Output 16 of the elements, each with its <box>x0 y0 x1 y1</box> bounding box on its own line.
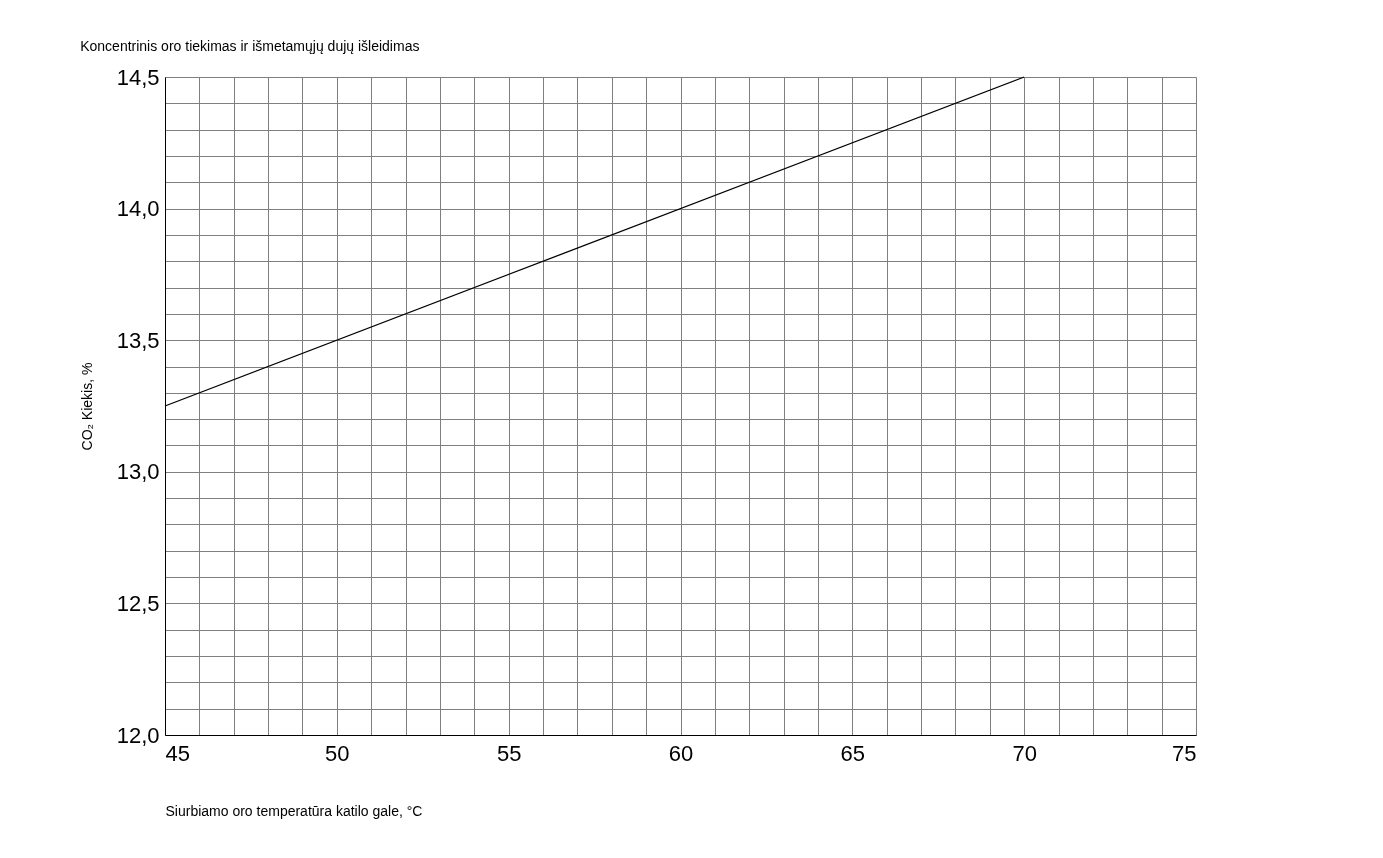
y-tick-label: 12,0 <box>116 722 160 748</box>
y-tick-label: 13,5 <box>116 327 160 353</box>
y-tick-label: 12,5 <box>116 590 160 616</box>
y-tick-label: 14,5 <box>116 64 160 90</box>
y-axis-title: CO₂ Kiekis, % <box>78 362 95 451</box>
x-tick-label: 70 <box>1012 740 1037 766</box>
x-tick-label: 65 <box>840 740 866 766</box>
x-tick-label: 55 <box>496 740 522 766</box>
x-tick-label: 50 <box>325 740 350 766</box>
x-tick-label: 75 <box>1172 740 1197 766</box>
y-tick-label: 13,0 <box>116 459 160 485</box>
chart-title: Koncentrinis oro tiekimas ir išmetamųjų dujų išleidimas <box>80 38 420 54</box>
x-tick-label: 60 <box>668 740 694 766</box>
y-tick-label: 14,0 <box>116 196 160 222</box>
x-tick-label: 45 <box>165 740 190 766</box>
x-axis-title: Siurbiamo oro temperatūra katilo gale, °C <box>165 802 423 819</box>
